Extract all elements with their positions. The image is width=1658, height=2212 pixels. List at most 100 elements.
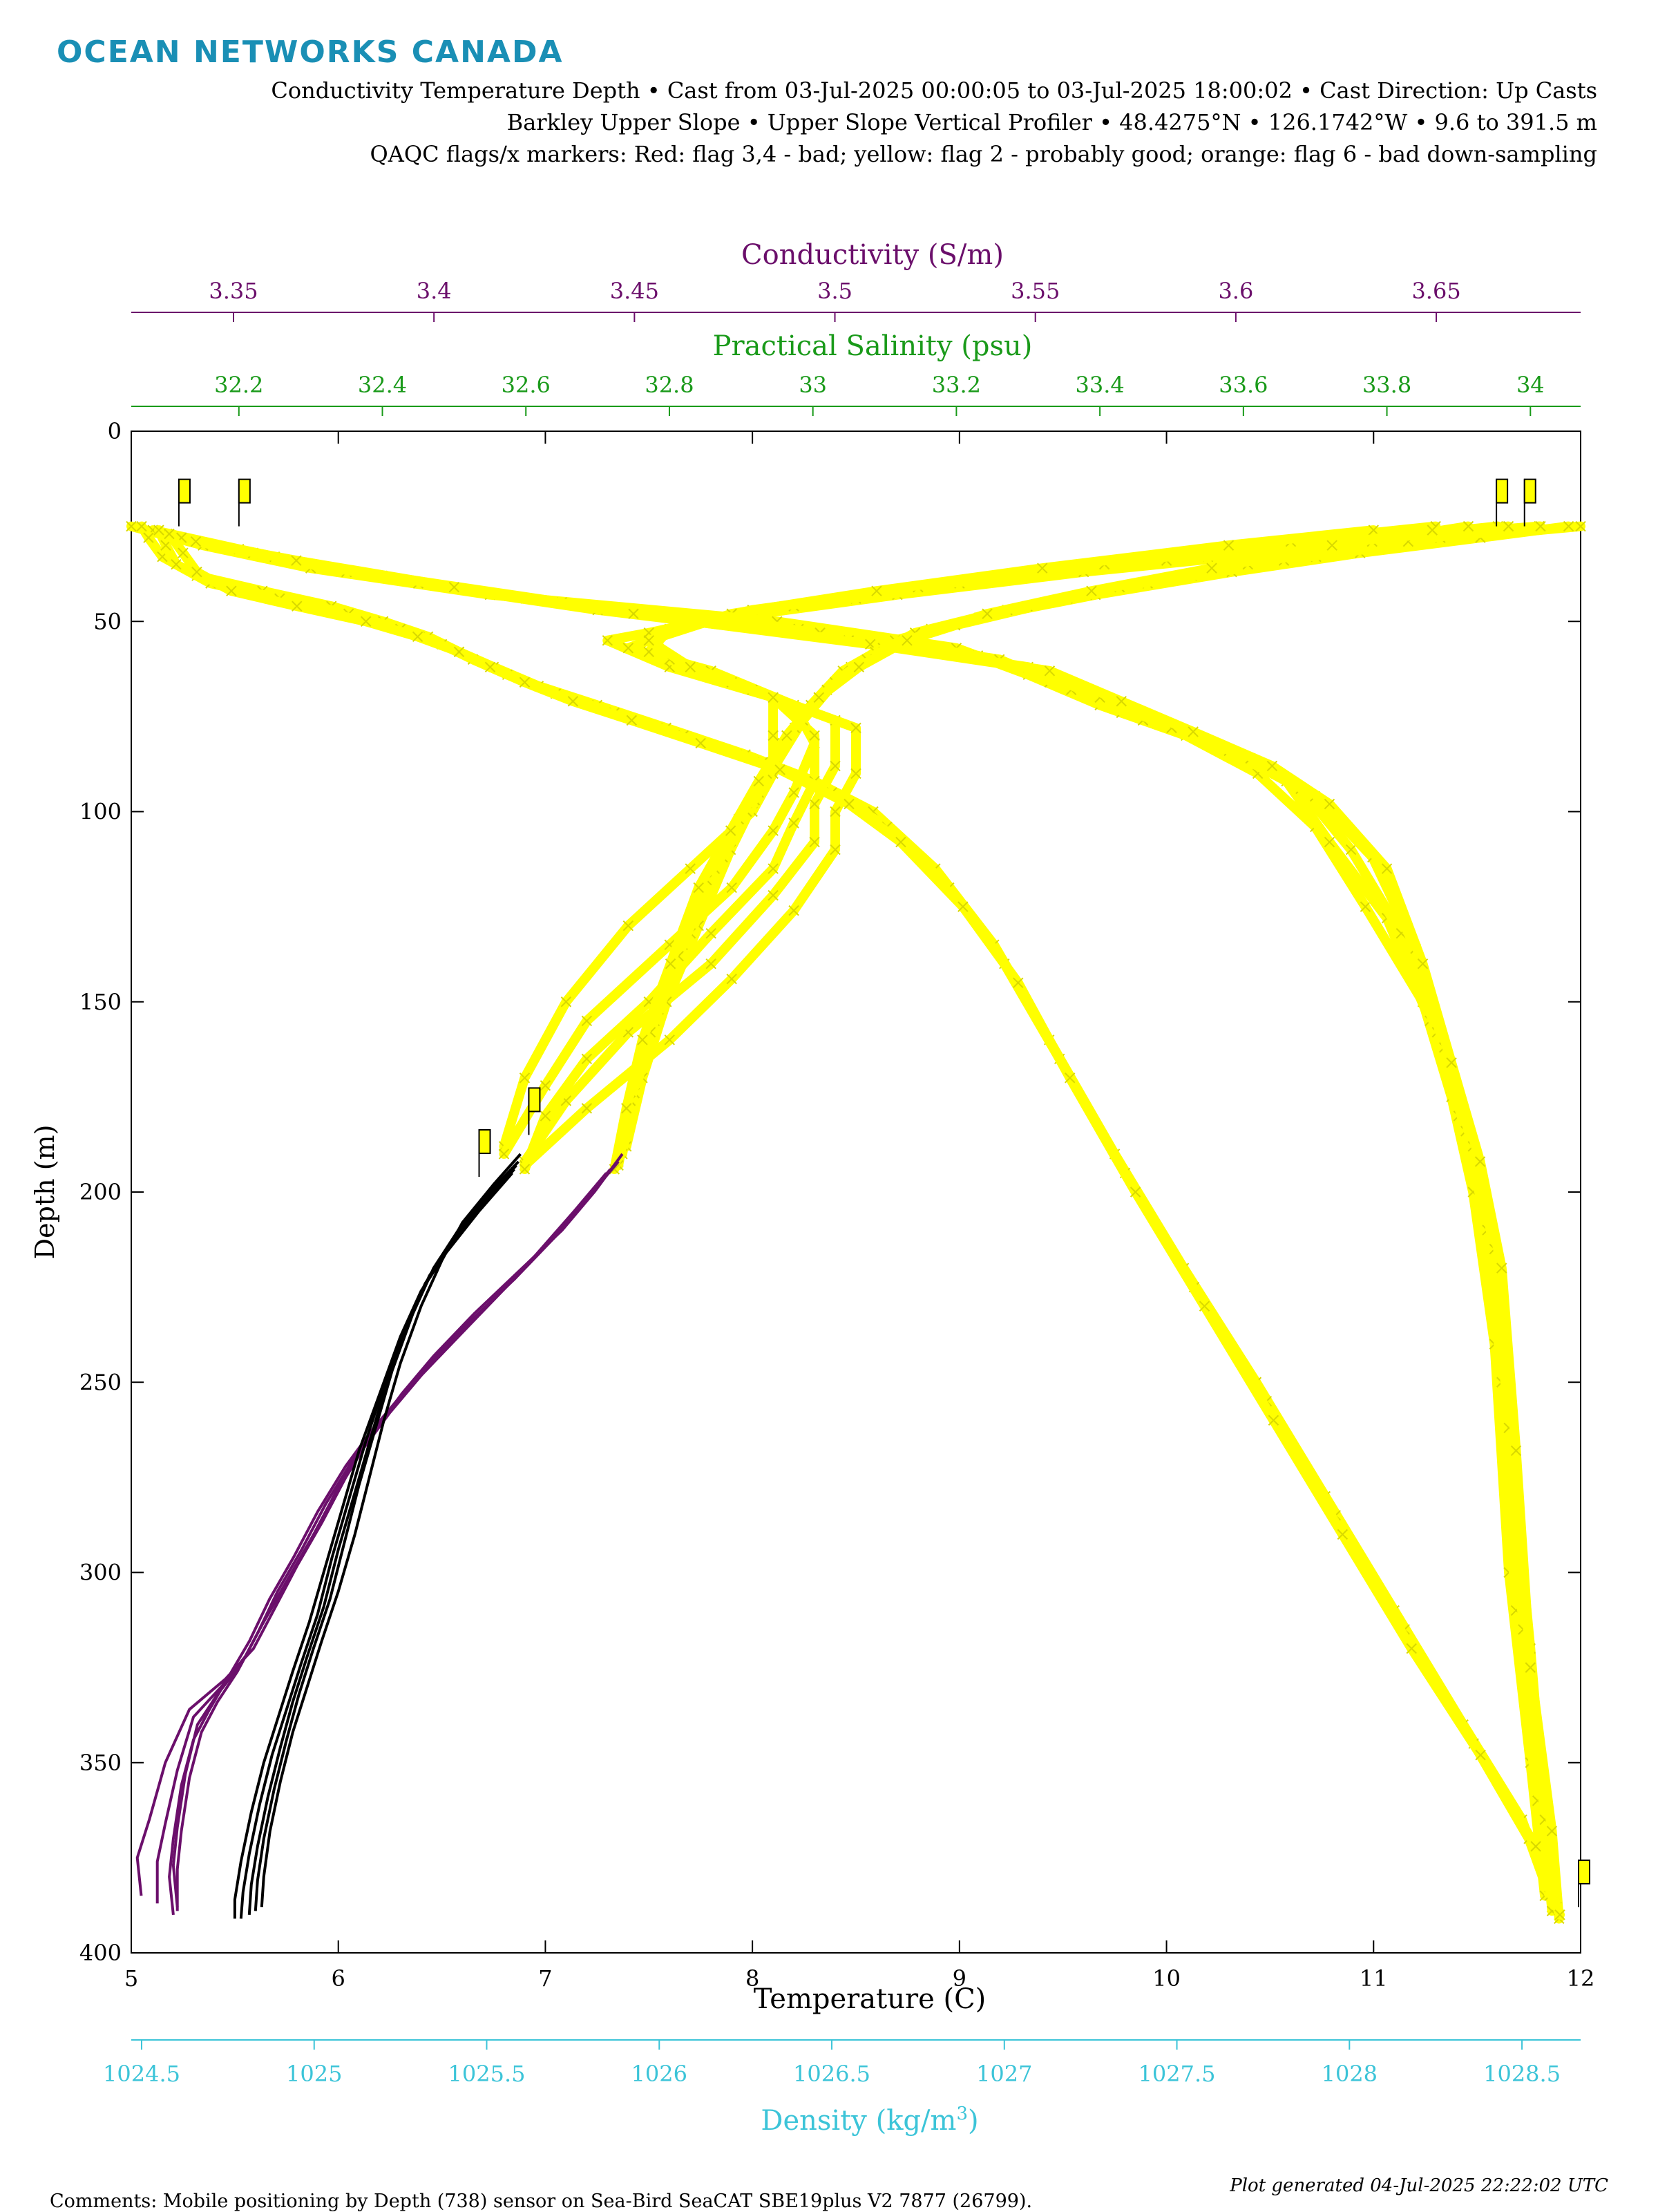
density-x-marker: [292, 601, 303, 612]
conductivity-x-marker: [665, 958, 676, 970]
header-line-qaqc-legend: QAQC flags/x markers: Red: flag 3,4 - ba…: [370, 141, 1597, 167]
conductivity-tick-label: 3.65: [1411, 278, 1460, 304]
density-x-marker: [567, 696, 579, 707]
temperature-tick-label: 8: [745, 1965, 759, 1992]
temperature-tick-label: 10: [1152, 1965, 1181, 1992]
temperature-profile-line: [260, 1153, 522, 1908]
temperature-x-marker: [622, 643, 634, 654]
y-tick-label: 350: [79, 1750, 122, 1776]
temperature-x-marker: [705, 958, 716, 970]
conductivity-tick-label: 3.6: [1218, 278, 1253, 304]
temperature-x-marker: [830, 806, 841, 817]
density-x-marker: [484, 661, 496, 673]
temperature-x-marker: [1368, 524, 1379, 536]
y-tick-label: 200: [79, 1179, 122, 1205]
density-tick-label: 1025: [286, 2061, 342, 2087]
conductivity-x-marker: [1503, 520, 1514, 532]
salinity-x-marker: [448, 581, 460, 593]
conductivity-x-marker: [982, 608, 993, 619]
salinity-tick-label: 32.4: [358, 372, 407, 398]
temperature-x-marker: [643, 646, 654, 657]
temperature-axis-label: Temperature (C): [754, 1983, 987, 2015]
density-x-marker: [1554, 1909, 1565, 1920]
density-x-marker: [171, 558, 182, 570]
density-x-marker: [160, 540, 171, 551]
y-tick-label: 100: [79, 799, 122, 825]
salinity-x-marker: [1324, 798, 1335, 810]
conductivity-profile-line: [135, 1153, 624, 1896]
density-x-marker: [143, 532, 154, 543]
density-x-marker: [1337, 1529, 1349, 1540]
temperature-x-marker: [540, 1080, 551, 1091]
salinity-flagged-profile: [176, 533, 1564, 1920]
flag-marker: [1496, 478, 1509, 504]
salinity-tick-label: 33: [799, 372, 827, 398]
density-x-marker: [412, 631, 423, 642]
salinity-tick-label: 33.6: [1219, 372, 1268, 398]
density-tick-label: 1028.5: [1483, 2061, 1561, 2087]
salinity-x-marker: [1345, 844, 1357, 856]
salinity-x-marker: [1266, 760, 1278, 772]
temperature-x-marker: [788, 787, 799, 798]
conductivity-x-marker: [693, 882, 704, 894]
conductivity-x-marker: [1535, 520, 1546, 532]
salinity-x-marker: [628, 608, 639, 619]
y-tick-label: 0: [108, 418, 122, 444]
salinity-x-marker: [1417, 958, 1429, 970]
temperature-x-marker: [1575, 520, 1586, 532]
footer-comments: Comments: Mobile positioning by Depth (7…: [50, 2191, 1033, 2212]
density-x-marker: [695, 737, 706, 749]
density-x-marker: [360, 616, 372, 627]
salinity-tick-label: 34: [1516, 372, 1545, 398]
flag-marker: [1578, 1859, 1591, 1884]
conductivity-axis-label: Conductivity (S/m): [741, 239, 1004, 271]
temperature-tick-label: 6: [332, 1965, 345, 1992]
temperature-x-marker: [809, 836, 820, 848]
ctd-profile-chart: 0 50 100 150 200 250 300 350 400 Depth (m) 5 6 7 8 9 10…: [30, 239, 1594, 2137]
density-x-marker: [519, 677, 531, 688]
flag-marker: [178, 478, 191, 504]
density-x-marker: [1268, 1415, 1279, 1426]
y-tick-label: 400: [79, 1940, 122, 1966]
temperature-x-marker: [788, 905, 799, 916]
density-tick-label: 1026.5: [793, 2061, 870, 2087]
density-x-marker: [844, 798, 855, 810]
salinity-tick-label: 33.4: [1076, 372, 1125, 398]
temperature-x-marker: [498, 1148, 510, 1160]
temperature-x-marker: [809, 730, 820, 741]
temperature-tick-label: 12: [1567, 1965, 1595, 1992]
salinity-tick-label: 33.8: [1362, 372, 1411, 398]
header-line-location: Barkley Upper Slope • Upper Slope Vertic…: [506, 109, 1597, 135]
conductivity-x-marker: [1563, 520, 1574, 532]
density-x-marker: [164, 528, 175, 540]
temperature-x-marker: [519, 1072, 531, 1084]
conductivity-profile-line: [155, 1160, 620, 1904]
salinity-tick-label: 32.2: [214, 372, 263, 398]
density-tick-label: 1028: [1322, 2061, 1378, 2087]
temperature-x-marker: [871, 585, 882, 596]
salinity-x-marker: [1360, 901, 1371, 912]
temperature-x-marker: [850, 722, 861, 734]
density-tick-label: 1026: [631, 2061, 687, 2087]
temperature-x-marker: [1223, 540, 1235, 551]
temperature-x-marker: [664, 1034, 675, 1046]
temperature-x-marker: [768, 825, 779, 836]
temperature-x-marker: [830, 760, 841, 772]
density-flagged-profile: [164, 529, 1565, 1920]
conductivity-x-marker: [853, 661, 865, 673]
density-x-marker: [226, 585, 237, 596]
density-x-marker: [153, 524, 164, 536]
temperature-profile-line: [233, 1172, 514, 1919]
temperature-tick-label: 5: [124, 1965, 138, 1992]
temperature-x-marker: [643, 635, 654, 646]
salinity-tick-label: 32.8: [645, 372, 694, 398]
conductivity-tick-label: 3.55: [1011, 278, 1060, 304]
axes-layer: 0 50 100 150 200 250 300 350 400 Depth (m) 5 6 7 8 9 10…: [30, 239, 1594, 2137]
conductivity-x-marker: [637, 1034, 648, 1046]
temperature-x-marker: [622, 920, 634, 932]
footer-plot-generated: Plot generated 04-Jul-2025 22:22:02 UTC: [1230, 2175, 1608, 2196]
density-x-marker: [957, 901, 969, 912]
temperature-x-marker: [768, 863, 779, 874]
salinity-tick-label: 33.2: [932, 372, 981, 398]
temperature-x-marker: [1037, 563, 1048, 574]
